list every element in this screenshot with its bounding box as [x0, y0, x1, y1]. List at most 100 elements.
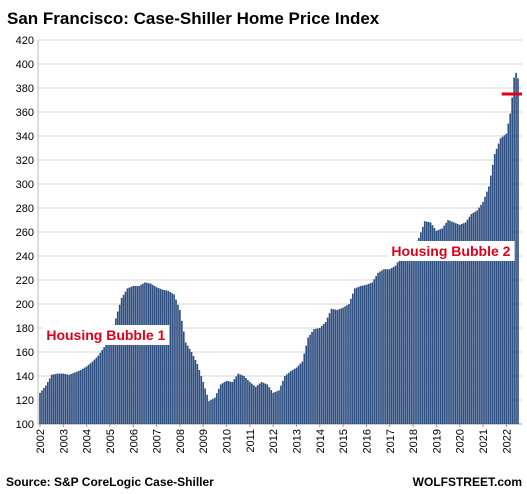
bar	[282, 380, 284, 424]
bar	[179, 310, 181, 424]
y-tick-label: 120	[16, 395, 34, 407]
bar	[186, 345, 189, 424]
bar	[134, 286, 137, 424]
bar	[161, 289, 164, 424]
bar	[101, 350, 104, 424]
bar	[287, 372, 290, 424]
bar	[210, 400, 212, 424]
bar	[412, 246, 414, 424]
bar	[202, 382, 205, 424]
bar	[497, 143, 500, 424]
bar	[58, 373, 61, 424]
bar	[48, 378, 51, 424]
bar	[198, 370, 201, 424]
bar	[276, 391, 278, 424]
bar	[124, 291, 127, 424]
x-tick-label: 2015	[338, 429, 350, 453]
bar	[87, 364, 90, 424]
bar	[330, 308, 333, 424]
bar	[421, 226, 424, 424]
bar	[346, 305, 348, 424]
bar	[46, 382, 49, 424]
annotations-layer: Housing Bubble 1 Housing Bubble 2	[42, 241, 515, 345]
x-tick-label: 2021	[478, 429, 490, 453]
bar	[386, 269, 389, 424]
bar	[480, 204, 482, 424]
bar	[418, 238, 420, 424]
bar	[221, 383, 224, 424]
bar	[305, 345, 308, 424]
y-tick-label: 160	[16, 347, 34, 359]
bar	[423, 221, 426, 424]
bar	[192, 356, 195, 424]
bar	[252, 385, 255, 424]
bar	[140, 284, 142, 424]
bar	[484, 196, 486, 424]
y-tick-label: 200	[16, 299, 34, 311]
bar	[182, 331, 185, 424]
bar	[196, 364, 199, 424]
y-gridlines	[37, 39, 522, 425]
bar	[111, 331, 113, 424]
bar	[435, 230, 438, 424]
bar	[482, 202, 484, 424]
bar	[254, 386, 257, 424]
bar	[342, 307, 344, 424]
bar	[91, 361, 94, 424]
bar	[400, 256, 403, 424]
x-tick-label: 2014	[315, 429, 327, 453]
bar	[377, 272, 379, 424]
bar	[414, 243, 416, 424]
bar	[105, 344, 107, 424]
bar	[223, 382, 226, 424]
bar	[420, 232, 422, 424]
bar	[355, 287, 358, 424]
bar	[375, 276, 377, 424]
bar	[99, 352, 102, 424]
bar	[204, 388, 206, 424]
x-tick-label: 2022	[501, 429, 513, 453]
x-tick-label: 2018	[408, 429, 420, 453]
y-tick-label: 320	[16, 155, 34, 167]
y-tick-labels: 100 120 140 160 180 200 220 240 260 280 300 320 340 3…	[16, 35, 34, 431]
bar	[470, 214, 473, 424]
bar	[445, 222, 447, 424]
bar	[489, 175, 492, 424]
annotation: Housing Bubble 2	[387, 241, 515, 261]
bar	[291, 370, 294, 424]
bar	[493, 154, 496, 424]
bar	[171, 293, 173, 424]
bar	[373, 279, 376, 424]
bar	[120, 298, 123, 424]
bar	[147, 283, 150, 424]
bar	[66, 374, 69, 424]
bar	[52, 374, 55, 424]
bar	[72, 373, 74, 424]
bar	[326, 317, 329, 424]
bar	[297, 365, 300, 424]
bar	[169, 292, 172, 424]
y-tick-label: 340	[16, 131, 34, 143]
bar	[237, 373, 240, 424]
bar	[322, 324, 325, 424]
bar	[472, 212, 475, 424]
bar	[495, 148, 498, 425]
bar	[390, 268, 393, 424]
bar	[501, 136, 504, 425]
bar	[309, 334, 311, 424]
bar	[392, 266, 395, 424]
bar	[404, 252, 407, 424]
y-tick-label: 180	[16, 323, 34, 335]
bar	[165, 290, 168, 424]
bar	[85, 366, 88, 424]
bar	[78, 370, 80, 424]
bar	[439, 229, 442, 424]
bar	[256, 385, 259, 424]
bar	[122, 294, 125, 424]
bar	[431, 225, 434, 424]
bar	[486, 191, 488, 424]
bar	[157, 288, 160, 424]
x-tick-label: 2002	[35, 429, 47, 453]
brand-label: WOLFSTREET.com	[413, 475, 522, 489]
y-tick-label: 260	[16, 227, 34, 239]
